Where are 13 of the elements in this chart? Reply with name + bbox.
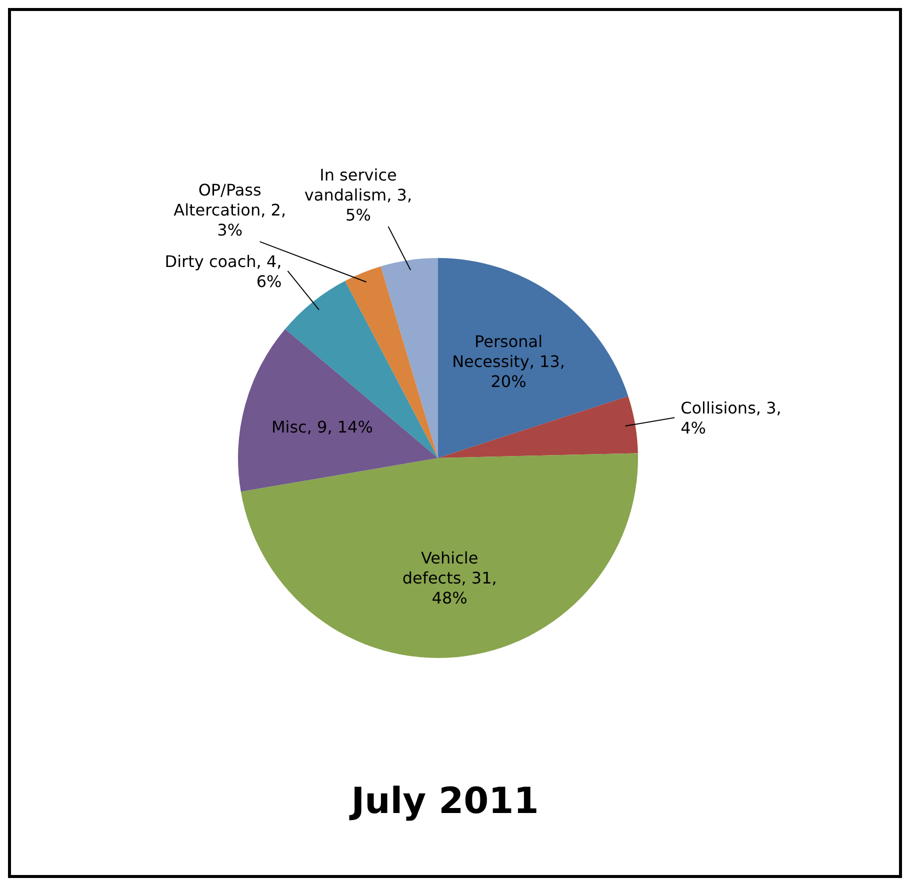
pie-slice xyxy=(438,396,638,458)
slice-label: Collisions, 3, 4% xyxy=(680,398,782,438)
slice-label: In service vandalism, 3, 5% xyxy=(304,166,412,225)
pie-slice xyxy=(438,258,628,458)
slice-label: Vehicle defects, 31, 48% xyxy=(402,548,497,608)
text: July 2011 xyxy=(348,781,539,822)
slice-label: Misc, 9, 14% xyxy=(271,417,373,436)
slice-label: OP/Pass Altercation, 2, 3% xyxy=(174,180,286,240)
pie-slice xyxy=(238,329,438,492)
pie-slice xyxy=(240,453,638,658)
slice-label: Personal Necessity, 13, 20% xyxy=(452,332,566,391)
pie-slice xyxy=(380,258,438,458)
slice-label: Dirty coach, 4, 6% xyxy=(164,252,282,291)
